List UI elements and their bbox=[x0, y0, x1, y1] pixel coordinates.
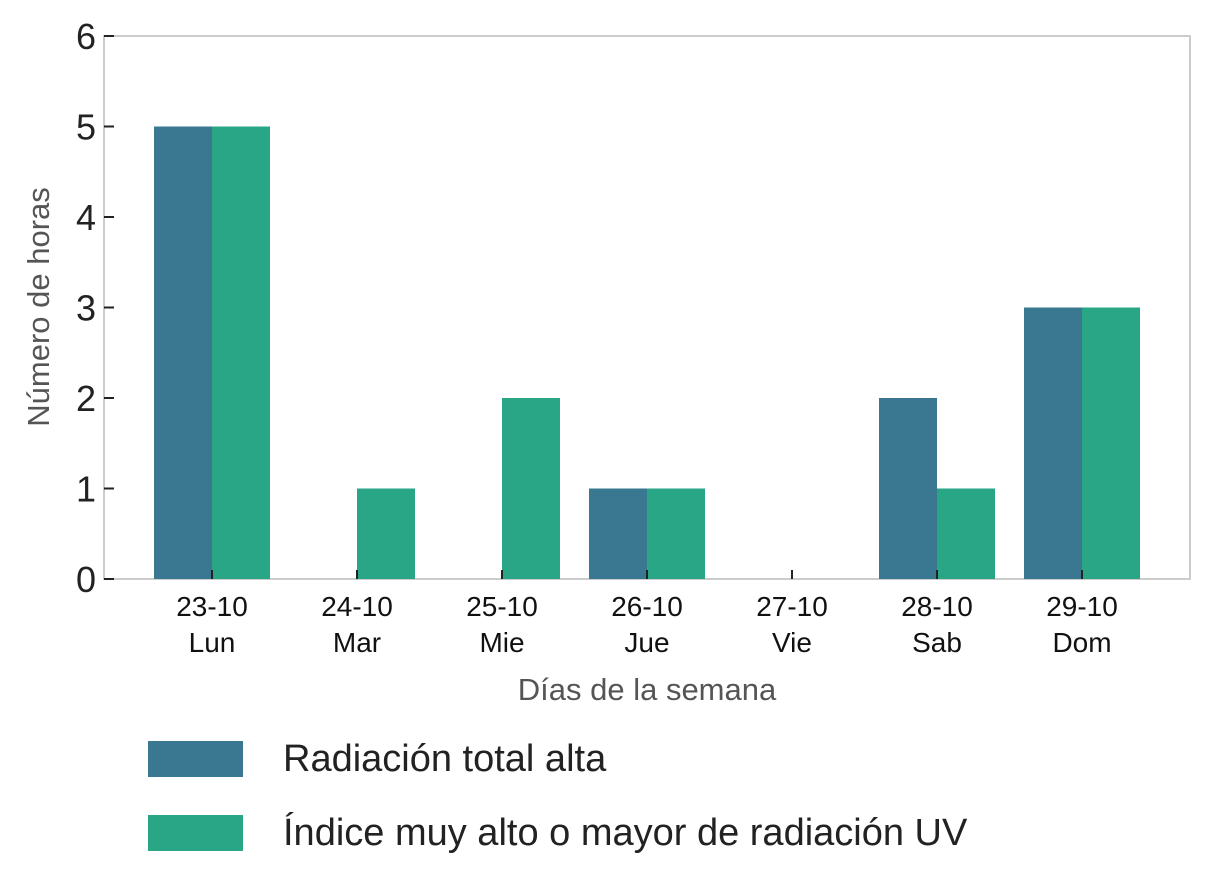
x-tick-label-day: Lun bbox=[189, 627, 236, 658]
bar-radiacion-total-23-10 bbox=[154, 126, 212, 579]
x-tick-label-day: Sab bbox=[912, 627, 962, 658]
bar-indice-uv-28-10 bbox=[937, 488, 995, 579]
legend-swatch-radiacion-total bbox=[148, 741, 243, 777]
y-tick-label: 3 bbox=[76, 288, 96, 329]
bar-indice-uv-26-10 bbox=[647, 488, 705, 579]
y-tick-label: 4 bbox=[76, 197, 96, 238]
y-axis-title: Número de horas bbox=[21, 187, 56, 427]
x-tick-label-date: 29-10 bbox=[1046, 591, 1118, 622]
bar-radiacion-total-28-10 bbox=[879, 398, 937, 579]
y-tick-label: 5 bbox=[76, 107, 96, 148]
bar-radiacion-total-29-10 bbox=[1024, 307, 1082, 579]
x-tick-label-day: Dom bbox=[1052, 627, 1111, 658]
bar-chart: 0 1 2 3 4 5 6 23-10 Lun 24-10 Mar 25-10 Mie 26-10 Jue… bbox=[21, 16, 1191, 707]
bar-indice-uv-24-10 bbox=[357, 488, 415, 579]
x-tick-label-date: 23-10 bbox=[176, 591, 248, 622]
legend-label-radiacion-total: Radiación total alta bbox=[283, 737, 607, 780]
x-tick-label-day: Jue bbox=[624, 627, 669, 658]
y-tick-label: 2 bbox=[76, 378, 96, 419]
legend-swatch-indice-uv bbox=[148, 815, 243, 851]
x-tick-label-date: 25-10 bbox=[466, 591, 538, 622]
bar-indice-uv-23-10 bbox=[212, 126, 270, 579]
y-axis-ticks: 0 1 2 3 4 5 6 bbox=[76, 16, 114, 600]
x-tick-label-day: Mar bbox=[333, 627, 381, 658]
y-tick-label: 0 bbox=[76, 559, 96, 600]
x-tick-label-date: 26-10 bbox=[611, 591, 683, 622]
bar-indice-uv-29-10 bbox=[1082, 307, 1140, 579]
x-tick-label-date: 28-10 bbox=[901, 591, 973, 622]
x-axis-ticks: 23-10 Lun 24-10 Mar 25-10 Mie 26-10 Jue 27-10 Vie… bbox=[176, 570, 1118, 658]
bar-radiacion-total-26-10 bbox=[589, 488, 647, 579]
bar-indice-uv-25-10 bbox=[502, 398, 560, 579]
legend-item-indice-uv: Índice muy alto o mayor de radiación UV bbox=[148, 796, 967, 870]
legend-item-radiacion-total: Radiación total alta bbox=[148, 722, 967, 796]
legend: Radiación total alta Índice muy alto o m… bbox=[148, 722, 967, 870]
legend-label-indice-uv: Índice muy alto o mayor de radiación UV bbox=[283, 811, 968, 854]
x-tick-label-date: 27-10 bbox=[756, 591, 828, 622]
bars-group bbox=[154, 126, 1140, 579]
y-tick-label: 6 bbox=[76, 16, 96, 57]
x-tick-label-date: 24-10 bbox=[321, 591, 393, 622]
x-tick-label-day: Mie bbox=[479, 627, 524, 658]
x-tick-label-day: Vie bbox=[772, 627, 812, 658]
y-tick-label: 1 bbox=[76, 469, 96, 510]
x-axis-title: Días de la semana bbox=[518, 672, 777, 707]
